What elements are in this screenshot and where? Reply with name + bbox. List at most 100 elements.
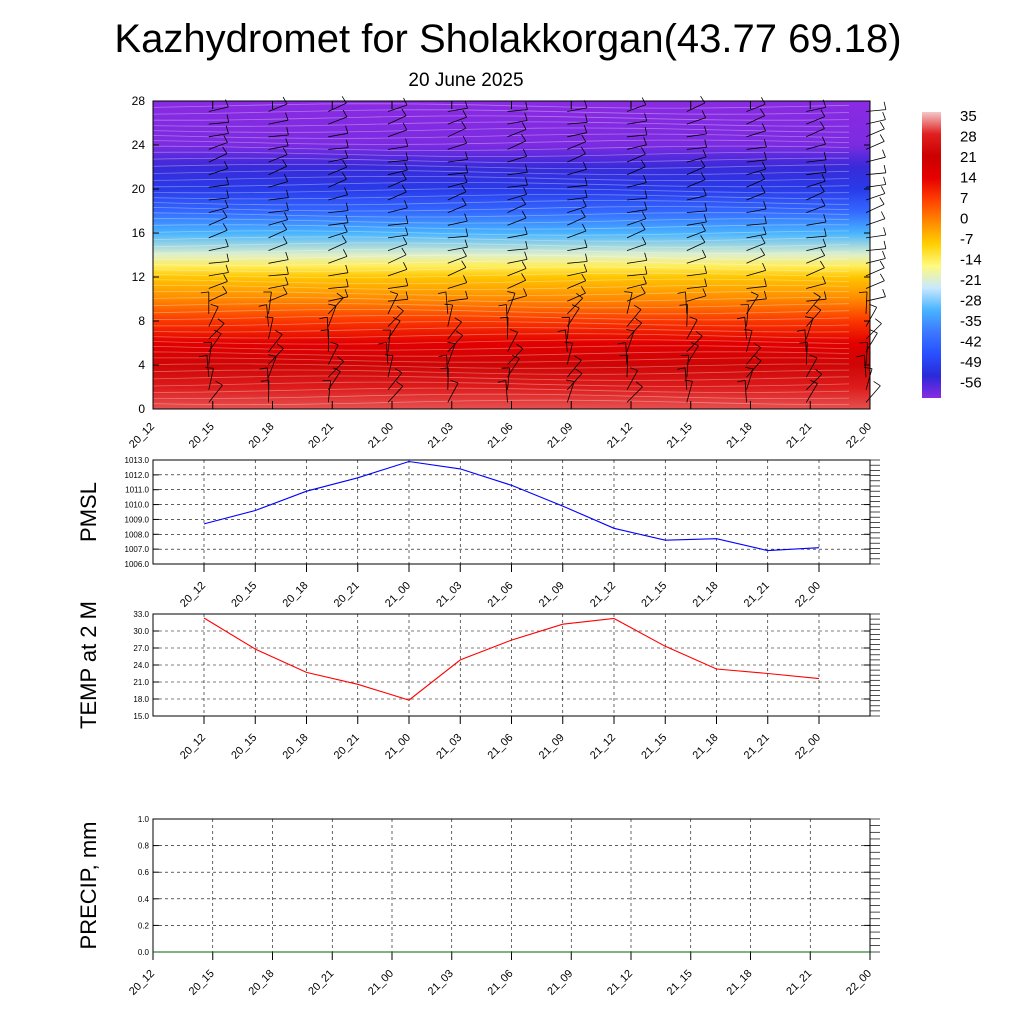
wind-barb: [626, 137, 647, 150]
x-tick-label: 20_18: [281, 732, 311, 762]
x-tick-label: 21_21: [742, 580, 772, 610]
wind-barb: [327, 367, 341, 391]
wind-barb: [567, 199, 587, 213]
wind-barb: [507, 251, 528, 264]
wind-barb: [387, 381, 404, 403]
wind-barb: [626, 286, 646, 302]
wind-barb: [384, 354, 394, 378]
wind-barb: [686, 126, 707, 138]
y-tick-label: 4: [138, 358, 145, 372]
wind-barb: [865, 260, 885, 277]
isotherm-line: [152, 351, 850, 357]
x-tick-label: 20_21: [332, 580, 362, 610]
x-tick-label: 22_00: [844, 421, 874, 451]
wind-barb: [268, 266, 289, 277]
isotherm-line: [152, 345, 850, 351]
wind-barb: [617, 342, 628, 365]
wind-barb: [268, 276, 289, 289]
isotherm-line: [152, 333, 850, 339]
y-tick-label: 33.0: [133, 610, 149, 619]
wind-barb: [447, 213, 468, 226]
wind-barb: [322, 380, 331, 403]
wind-barb: [387, 316, 401, 340]
wind-barb: [865, 318, 882, 340]
y-tick-label: 28: [132, 94, 146, 108]
isotherm-line: [152, 188, 850, 194]
x-tick-label: 21_15: [665, 421, 695, 451]
wind-barb: [561, 316, 570, 340]
wind-barb: [507, 164, 528, 176]
wind-barb: [327, 303, 337, 327]
x-tick-label: 21_15: [639, 580, 669, 610]
wind-barb: [806, 121, 825, 138]
isotherm-line: [152, 278, 850, 285]
wind-barb: [859, 342, 868, 365]
wind-barb: [567, 253, 588, 264]
y-tick-label: 20: [132, 182, 146, 196]
x-tick-label: 21_21: [784, 968, 814, 998]
colorbar-label: 28: [960, 129, 977, 146]
y-tick-label: 27.0: [133, 644, 149, 653]
x-tick-label: 21_18: [725, 968, 755, 998]
colorbar-label: -49: [960, 354, 982, 371]
x-tick-label: 20_12: [127, 421, 157, 451]
wind-barb: [626, 147, 646, 163]
wind-barb: [567, 239, 588, 251]
chart-title: Kazhydromet for Sholakkorgan(43.77 69.18…: [114, 17, 901, 61]
wind-barb: [328, 249, 348, 264]
isotherm-line: [152, 200, 850, 206]
wind-barb: [387, 227, 409, 239]
x-tick-label: 21_18: [691, 580, 721, 610]
wind-barb: [746, 108, 766, 125]
wind-barb: [567, 161, 587, 176]
isotherm-line: [152, 230, 850, 236]
wind-barb: [567, 263, 588, 277]
wind-barb: [566, 304, 580, 327]
x-tick-label: 20_21: [306, 968, 336, 998]
wind-barb: [208, 135, 228, 150]
wind-barb: [328, 224, 348, 239]
wind-barb: [387, 184, 407, 201]
x-tick-label: 20_18: [247, 968, 277, 998]
wind-barb: [447, 135, 468, 150]
wind-barb: [507, 329, 519, 352]
wind-barb: [498, 304, 508, 327]
wind-barb: [865, 273, 885, 289]
wind-barb: [626, 222, 646, 239]
wind-barb: [626, 367, 638, 390]
wind-barb: [865, 211, 886, 226]
isotherm-line: [152, 176, 850, 182]
wind-barb: [566, 355, 582, 378]
wind-barb: [268, 112, 289, 125]
wind-barb: [865, 289, 886, 302]
wind-barb: [740, 304, 749, 327]
wind-barb: [865, 134, 885, 150]
colorbar-label: -21: [960, 272, 982, 289]
wind-barb: [746, 185, 766, 201]
isotherm-line: [152, 133, 850, 139]
wind-barb: [328, 109, 348, 125]
wind-barb: [865, 381, 881, 403]
wind-barb: [806, 198, 826, 213]
x-tick-label: 22_00: [793, 580, 823, 610]
wind-barb: [265, 316, 274, 340]
y-tick-label: 1008.0: [125, 530, 150, 539]
wind-barb: [378, 342, 389, 365]
wind-barb: [806, 305, 822, 327]
wind-barb: [328, 292, 344, 315]
wind-barb: [444, 303, 453, 327]
wind-barb: [626, 304, 642, 327]
wind-barb: [806, 109, 826, 125]
colorbar-label: -56: [960, 375, 982, 392]
wind-barb: [746, 247, 766, 264]
wind-barb: [447, 151, 468, 163]
wind-barb: [447, 184, 467, 201]
wind-barb: [567, 273, 587, 289]
isotherm-line: [152, 381, 850, 387]
x-tick-label: 21_03: [434, 580, 464, 610]
isotherm-line: [152, 182, 850, 188]
wind-barb: [387, 215, 409, 226]
wind-barb: [268, 354, 277, 378]
colorbar-label: 7: [960, 190, 968, 207]
